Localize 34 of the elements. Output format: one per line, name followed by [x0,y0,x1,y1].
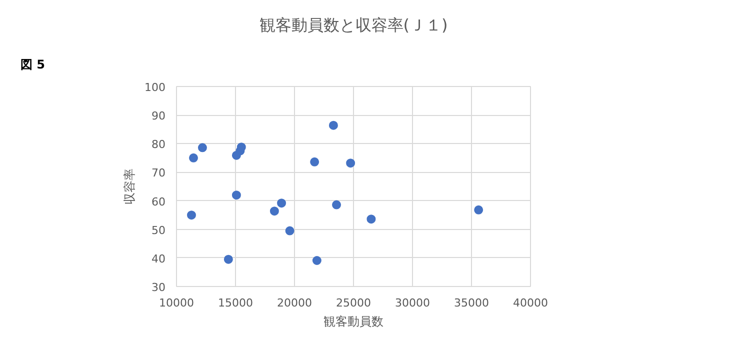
x-tick-label: 30000 [395,296,430,310]
x-tick-label: 40000 [513,296,548,310]
point [198,143,207,152]
x-tick-label: 15000 [218,296,254,310]
point [186,210,196,220]
point [310,157,320,166]
y-tick-label: 30 [152,281,166,294]
y-tick-label: 50 [152,224,166,237]
point [332,200,342,210]
point [366,214,376,224]
x-axis-title: 観客動員数 [324,314,384,328]
x-tick-label: 10000 [159,296,194,310]
point [270,206,279,216]
point [285,226,294,236]
point [346,158,356,168]
point [312,256,322,265]
y-tick-label: 90 [152,110,166,123]
y-tick-label: 100 [144,81,166,94]
point [188,153,198,162]
y-tick-label: 80 [152,138,166,152]
y-tick-label: 60 [152,195,166,208]
point [277,198,286,208]
y-tick-label: 40 [152,252,166,266]
y-axis-title: 収容率 [122,168,137,204]
caption: 図 5 [20,58,46,72]
point [224,254,233,264]
point [474,205,484,214]
point [328,120,338,130]
x-tick-label: 25000 [336,296,372,310]
point [232,190,241,200]
y-tick-label: 70 [152,166,166,180]
x-tick-label: 20000 [277,296,312,310]
chart-title: 観客動員数と収容率(Ｊ１) [259,16,448,34]
x-tick-label: 35000 [454,296,490,310]
